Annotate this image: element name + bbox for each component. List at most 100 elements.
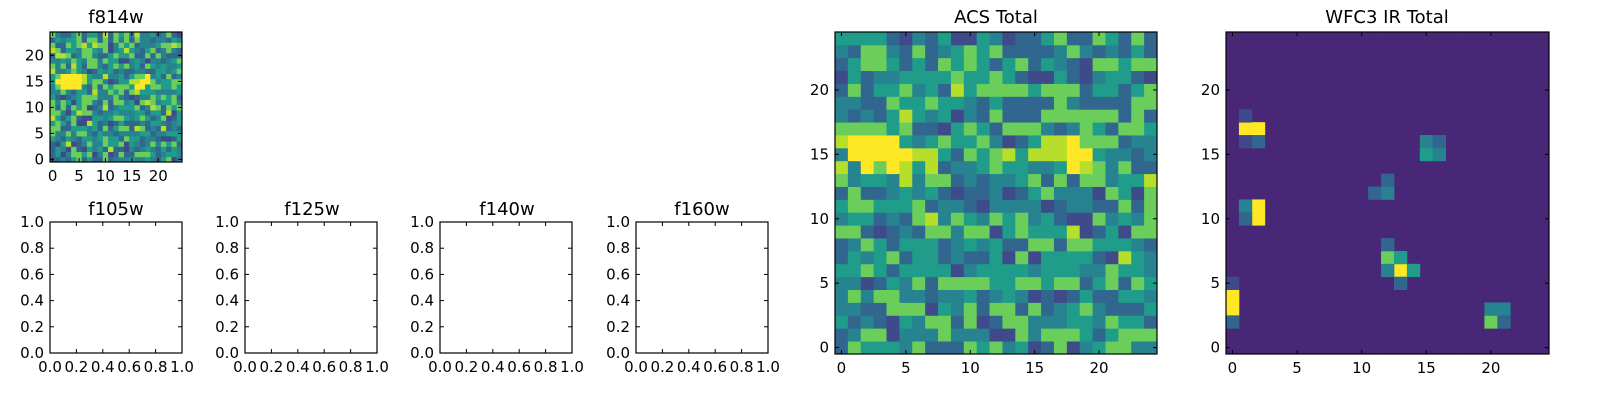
heatmap-cell: [50, 125, 56, 132]
heatmap-cell: [118, 130, 125, 137]
heatmap-cell: [1406, 341, 1421, 355]
heatmap-cell: [108, 78, 114, 85]
heatmap-cell: [1028, 32, 1042, 46]
heatmap-cell: [1458, 302, 1472, 316]
heatmap-cell: [1238, 57, 1253, 72]
heatmap-cell: [1381, 135, 1395, 149]
heatmap-cell: [1105, 315, 1119, 329]
heatmap-cell: [81, 63, 88, 69]
heatmap-cell: [1355, 225, 1369, 239]
heatmap-cell: [1303, 109, 1317, 123]
heatmap-cell: [1406, 96, 1421, 110]
heatmap-cell: [171, 99, 178, 106]
heatmap-cell: [1079, 147, 1093, 162]
heatmap-cell: [1053, 83, 1068, 97]
heatmap-cell: [1066, 212, 1081, 226]
heatmap-cell: [1015, 160, 1029, 175]
heatmap-cell: [1238, 341, 1253, 355]
heatmap-cell: [1471, 32, 1485, 46]
x-tick-label: 15: [122, 167, 141, 185]
heatmap-cell: [123, 84, 130, 90]
heatmap-cell: [1290, 57, 1304, 72]
heatmap-cell: [1432, 173, 1447, 187]
heatmap-cell: [1264, 315, 1279, 329]
heatmap-cell: [976, 225, 990, 239]
heatmap-cell: [97, 42, 104, 48]
heatmap-cell: [50, 84, 56, 90]
x-tick-label: 0.0: [624, 358, 648, 376]
heatmap-cell: [1484, 238, 1498, 252]
heatmap-cell: [108, 141, 114, 147]
heatmap-cell: [1381, 315, 1395, 329]
heatmap-cell: [60, 32, 67, 38]
heatmap-cell: [1303, 173, 1317, 187]
heatmap-cell: [1342, 276, 1356, 290]
heatmap-cell: [1066, 32, 1081, 46]
heatmap-cell: [160, 84, 167, 90]
heatmap-cell: [1536, 173, 1550, 187]
heatmap-cell: [1028, 225, 1042, 239]
heatmap-cell: [1251, 186, 1266, 200]
heatmap-cell: [1251, 83, 1266, 97]
heatmap-cell: [989, 315, 1003, 329]
heatmap-cell: [81, 115, 88, 121]
heatmap-cell: [1368, 263, 1382, 278]
heatmap-cell: [1066, 289, 1081, 303]
heatmap-cell: [1015, 341, 1029, 355]
heatmap-cell: [1144, 341, 1158, 355]
heatmap-cell: [1329, 212, 1343, 226]
heatmap-cell: [1105, 173, 1119, 187]
heatmap-cell: [171, 58, 178, 64]
heatmap-cell: [1105, 238, 1119, 252]
heatmap-cell: [950, 57, 965, 72]
heatmap-cell: [860, 212, 875, 226]
heatmap-cell: [1458, 70, 1472, 84]
heatmap-cell: [86, 104, 93, 111]
heatmap-cell: [1002, 96, 1016, 110]
heatmap-cell: [1144, 186, 1158, 200]
heatmap-cell: [1041, 302, 1055, 316]
heatmap-cell: [1092, 135, 1106, 149]
heatmap-cell: [938, 44, 952, 59]
heatmap-cell: [1251, 32, 1266, 46]
heatmap-cell: [1264, 238, 1279, 252]
heatmap-cell: [139, 136, 146, 142]
heatmap-cell: [1118, 315, 1132, 329]
heatmap-cell: [1510, 96, 1524, 110]
heatmap-cell: [912, 83, 926, 97]
heatmap-cell: [118, 89, 125, 95]
heatmap-cell: [950, 44, 965, 59]
heatmap-cell: [1523, 83, 1537, 97]
heatmap-cell: [847, 44, 862, 59]
heatmap-cell: [81, 68, 88, 74]
heatmap-cell: [60, 125, 67, 132]
heatmap-cell: [925, 96, 939, 110]
heatmap-cell: [145, 156, 151, 163]
heatmap-cell: [1445, 212, 1459, 226]
heatmap-cell: [113, 94, 120, 100]
heatmap-cell: [1226, 32, 1240, 46]
heatmap-cell: [1053, 199, 1068, 213]
heatmap-cell: [1092, 199, 1106, 213]
heatmap-cell: [1053, 225, 1068, 239]
heatmap-cell: [1226, 160, 1240, 175]
heatmap-cell: [860, 122, 875, 136]
heatmap-cell: [134, 120, 141, 126]
heatmap-cell: [1015, 32, 1029, 46]
heatmap-cell: [1028, 109, 1042, 123]
heatmap-cell: [1458, 96, 1472, 110]
heatmap-cell: [113, 84, 120, 90]
heatmap-cell: [835, 83, 849, 97]
heatmap-cell: [129, 84, 135, 90]
heatmap-cell: [1079, 212, 1093, 226]
heatmap-cell: [1419, 328, 1434, 342]
heatmap-cell: [1393, 32, 1408, 46]
heatmap-cell: [113, 42, 120, 48]
heatmap-cell: [835, 199, 849, 213]
heatmap-cell: [1458, 315, 1472, 329]
heatmap-cell: [139, 120, 146, 126]
heatmap-cell: [1105, 96, 1119, 110]
heatmap-cell: [55, 120, 61, 126]
heatmap-cell: [1536, 135, 1550, 149]
heatmap-cell: [1445, 289, 1459, 303]
